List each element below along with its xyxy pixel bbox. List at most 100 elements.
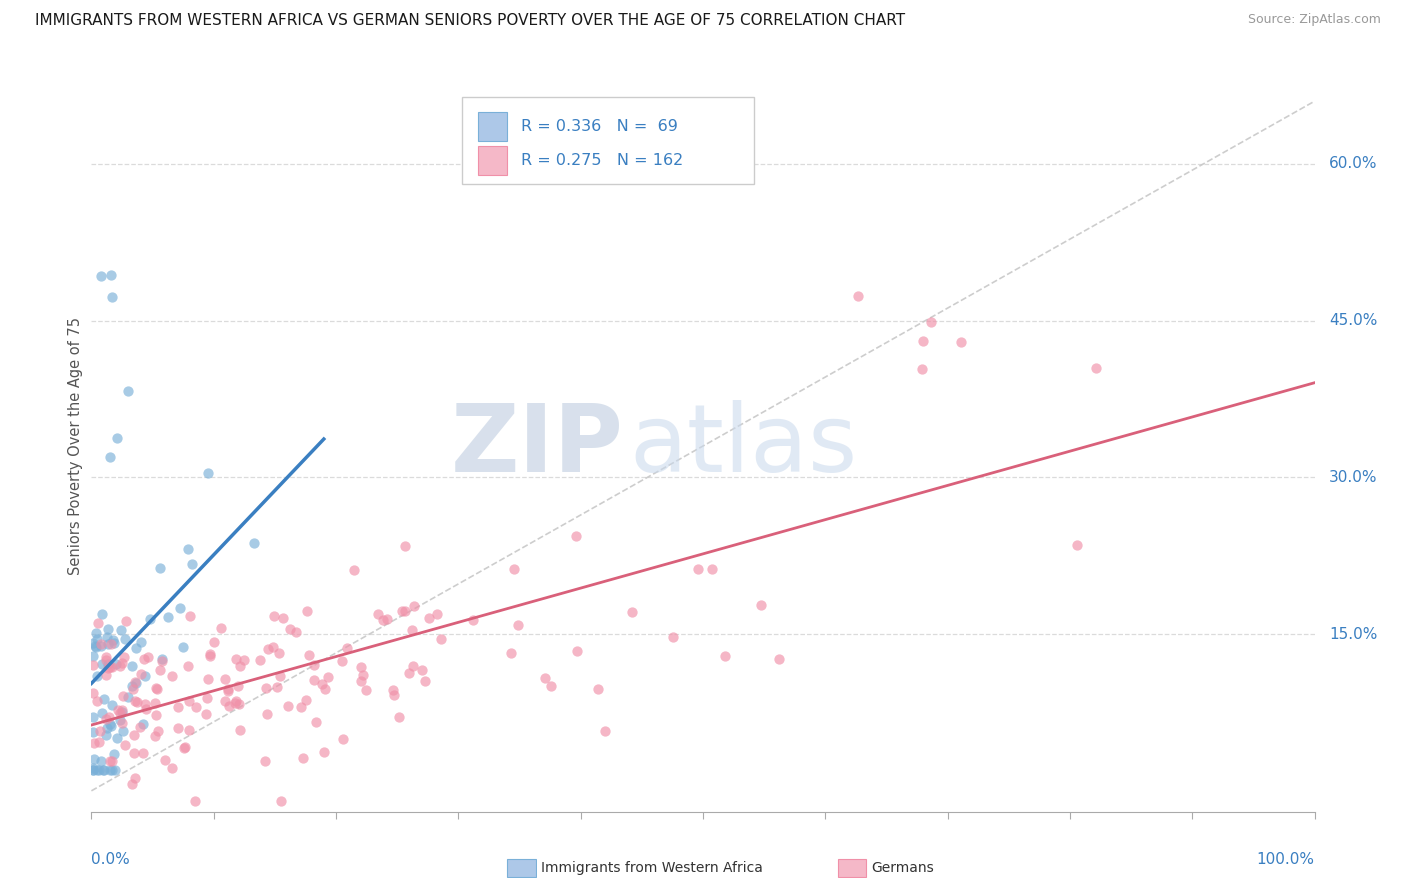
Point — [135, 701, 157, 715]
Point — [124, 771, 146, 785]
Point — [226, 679, 249, 693]
Point — [160, 669, 183, 683]
Point — [388, 710, 411, 724]
Point — [93, 763, 115, 777]
Point — [911, 334, 934, 349]
Point — [128, 721, 150, 735]
Text: Source: ZipAtlas.com: Source: ZipAtlas.com — [1247, 13, 1381, 27]
Point — [167, 700, 190, 714]
Point — [84, 639, 107, 653]
Text: ZIP: ZIP — [450, 400, 623, 492]
Point — [86, 763, 108, 777]
Point — [82, 724, 104, 739]
Point — [503, 562, 526, 576]
Point — [91, 763, 114, 777]
Point — [169, 600, 191, 615]
Point — [90, 268, 112, 283]
Point — [375, 612, 398, 626]
Point — [257, 642, 280, 657]
Point — [910, 361, 932, 376]
Point — [394, 604, 416, 618]
Point — [394, 539, 416, 553]
Point — [127, 695, 149, 709]
Point — [501, 646, 523, 660]
Point — [97, 637, 120, 651]
Point — [94, 728, 117, 742]
Point — [149, 561, 172, 575]
Point — [143, 729, 166, 743]
Point — [98, 763, 121, 777]
Point — [404, 599, 426, 613]
Point — [177, 659, 200, 673]
Point — [174, 739, 197, 754]
Point — [285, 624, 308, 639]
Point — [139, 611, 162, 625]
Point — [209, 621, 232, 635]
Point — [117, 384, 139, 398]
Point — [316, 670, 339, 684]
Point — [108, 713, 131, 727]
Point — [122, 682, 145, 697]
Point — [83, 736, 105, 750]
Point — [86, 632, 108, 647]
Point — [267, 646, 290, 660]
Point — [290, 699, 312, 714]
Point — [354, 682, 377, 697]
Point — [311, 677, 333, 691]
Point — [149, 664, 172, 678]
Point — [179, 693, 201, 707]
Point — [125, 676, 148, 690]
Point — [332, 731, 354, 746]
Point — [134, 697, 156, 711]
Point — [155, 753, 177, 767]
Point — [98, 659, 121, 673]
Point — [108, 658, 131, 673]
Point — [93, 692, 115, 706]
Point — [111, 703, 134, 717]
Point — [87, 616, 110, 631]
Point — [702, 561, 724, 575]
Point — [350, 674, 373, 689]
Point — [89, 734, 111, 748]
Point — [100, 290, 122, 304]
Point — [108, 706, 131, 720]
Point — [197, 672, 219, 686]
Point — [179, 609, 201, 624]
Point — [278, 622, 301, 636]
FancyBboxPatch shape — [463, 97, 755, 184]
Point — [253, 754, 276, 768]
Point — [124, 674, 146, 689]
Point — [103, 636, 125, 650]
Point — [229, 659, 252, 673]
Point — [426, 607, 449, 622]
Point — [96, 721, 118, 735]
Point — [125, 640, 148, 655]
FancyBboxPatch shape — [838, 859, 866, 877]
Point — [228, 723, 250, 737]
Point — [100, 698, 122, 712]
Point — [768, 652, 790, 666]
Point — [391, 604, 413, 618]
Point — [86, 694, 108, 708]
Point — [94, 712, 117, 726]
Text: 100.0%: 100.0% — [1257, 852, 1315, 867]
Point — [86, 668, 108, 682]
Point — [97, 657, 120, 672]
Point — [82, 761, 104, 775]
Point — [228, 698, 250, 712]
Point — [111, 716, 134, 731]
Point — [461, 613, 484, 627]
Point — [97, 622, 120, 636]
Point — [233, 653, 256, 667]
Point — [83, 751, 105, 765]
Point — [949, 335, 972, 350]
Point — [295, 604, 318, 618]
Point — [506, 617, 529, 632]
FancyBboxPatch shape — [508, 859, 536, 877]
Point — [262, 640, 284, 655]
Point — [195, 691, 218, 706]
Point — [98, 716, 121, 731]
Point — [82, 686, 104, 700]
Point — [200, 648, 222, 663]
Point — [143, 696, 166, 710]
